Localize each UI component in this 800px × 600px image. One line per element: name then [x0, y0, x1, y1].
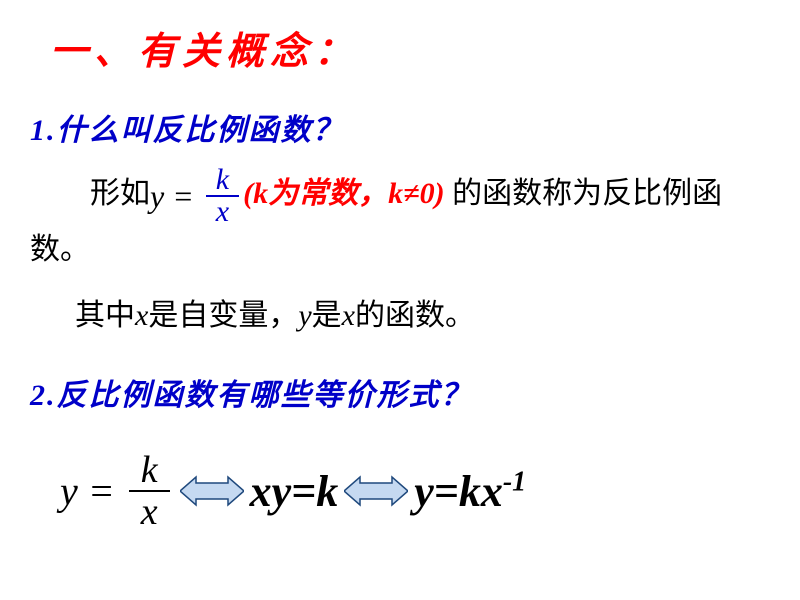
- fraction-k-over-x: kx: [206, 165, 239, 227]
- slide: 一、有关概念： 1.什么叫反比例函数？ 形如y = kx(k为常数，k≠0) 的…: [0, 0, 800, 600]
- definition-paragraph: 形如y = kx(k为常数，k≠0) 的函数称为反比例函数。: [30, 165, 770, 273]
- question-1: 1.什么叫反比例函数？: [30, 105, 345, 149]
- question-2: 2.反比例函数有哪些等价形式？: [30, 370, 473, 414]
- eq-form-fraction: y = kx: [60, 450, 174, 532]
- text-lead: 形如: [30, 177, 150, 210]
- condition-k-nonzero: (k为常数，k≠0): [243, 177, 444, 210]
- section-title: 一、有关概念：: [50, 20, 358, 75]
- fraction-k-over-x-2: kx: [129, 450, 170, 532]
- eq-form-y-equals-kx-inverse: y=kx-1: [414, 466, 526, 517]
- equivalent-forms-row: y = kx xy=k y=kx-1: [60, 450, 526, 532]
- formula-y-equals-k-over-x: y = kx: [150, 165, 243, 227]
- double-arrow-icon: [344, 471, 408, 511]
- eq-form-xy-equals-k: xy=k: [250, 466, 339, 517]
- variable-explanation: 其中x是自变量，y是x的函数。: [75, 290, 475, 334]
- double-arrow-icon: [180, 471, 244, 511]
